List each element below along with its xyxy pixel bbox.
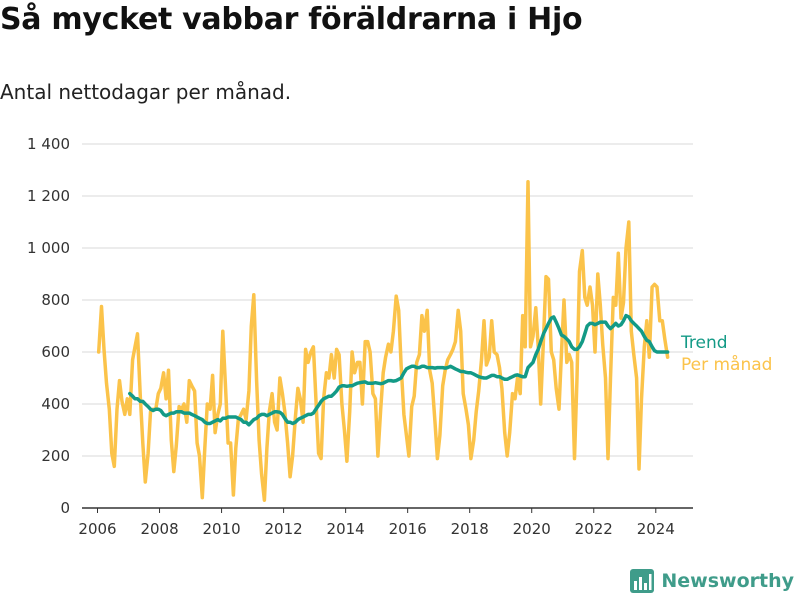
y-tick-label: 1 400 <box>27 135 70 153</box>
series-label-per-manad: Per månad <box>681 354 772 375</box>
y-axis-ticks: 0 200 400 600 800 1 000 1 200 1 400 <box>27 135 70 517</box>
y-tick-label: 0 <box>60 499 70 517</box>
x-tick-label: 2024 <box>637 520 675 538</box>
y-tick-label: 800 <box>41 291 70 309</box>
series-lines <box>96 179 670 502</box>
x-tick-label: 2012 <box>265 520 303 538</box>
y-tick-label: 600 <box>41 343 70 361</box>
y-tick-label: 1 000 <box>27 239 70 257</box>
page-title: Så mycket vabbar föräldrarna i Hjo <box>0 2 583 37</box>
x-tick-label: 2016 <box>389 520 427 538</box>
chart-subtitle: Antal nettodagar per månad. <box>0 80 292 104</box>
x-tick-label: 2022 <box>575 520 613 538</box>
series-line-trend <box>128 313 670 427</box>
x-tick-label: 2008 <box>140 520 178 538</box>
y-tick-label: 400 <box>41 395 70 413</box>
brand-name: Newsworthy <box>661 570 794 592</box>
y-tick-label: 1 200 <box>27 187 70 205</box>
series-line-per-manad <box>96 179 670 502</box>
x-tick-label: 2014 <box>327 520 365 538</box>
x-axis-ticks: 2006 2008 2010 2012 2014 2016 2018 2020 2022 2024 <box>78 508 675 538</box>
bar-chart-icon <box>630 569 655 593</box>
x-tick-label: 2018 <box>451 520 489 538</box>
series-label-trend: Trend <box>680 333 728 353</box>
gridlines <box>82 143 693 509</box>
x-tick-label: 2020 <box>513 520 551 538</box>
y-tick-label: 200 <box>41 447 70 465</box>
x-tick-label: 2010 <box>202 520 240 538</box>
newsworthy-logo[interactable]: Newsworthy <box>629 568 794 594</box>
x-tick-label: 2006 <box>78 520 116 538</box>
